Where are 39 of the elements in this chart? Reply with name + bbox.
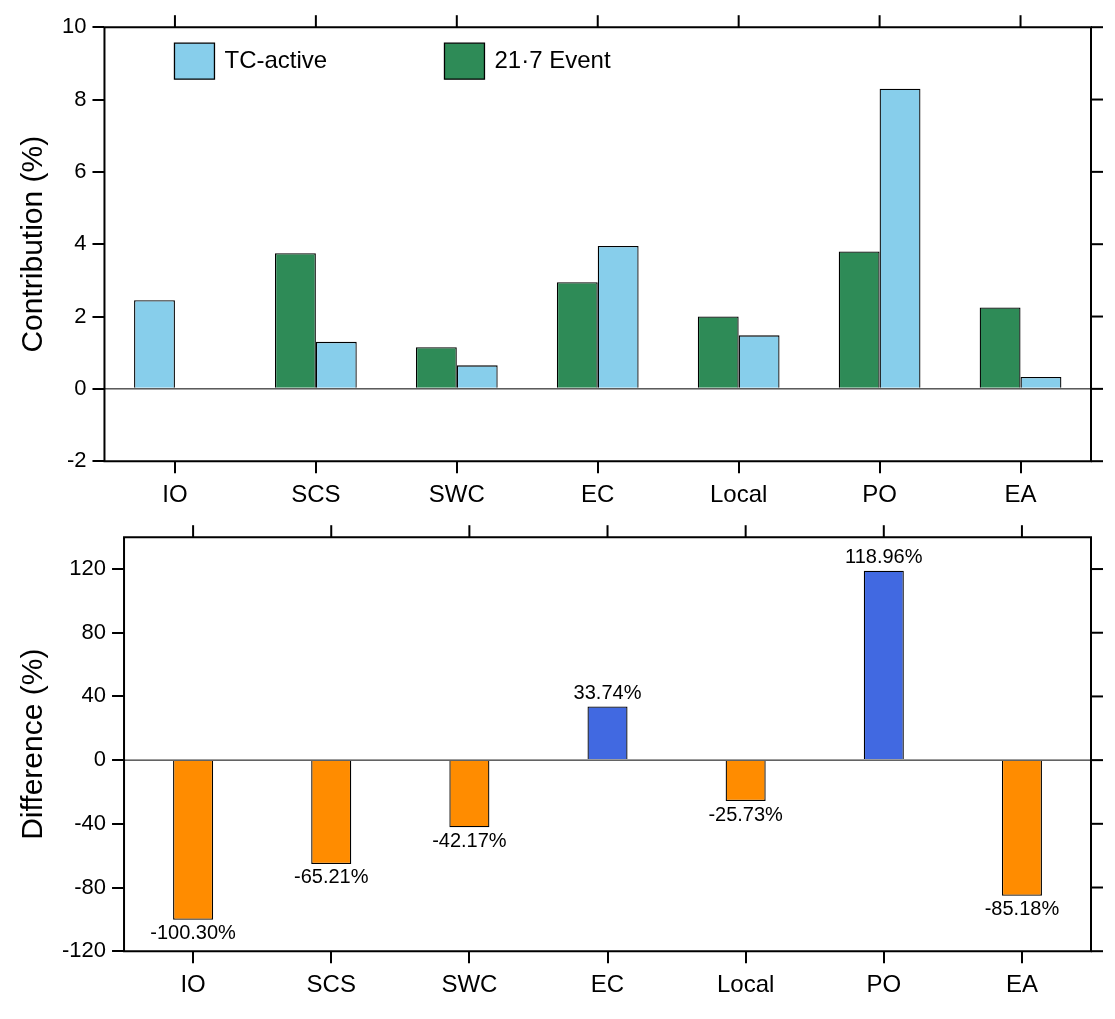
x-tick-label: EC [581,480,615,508]
y-tick-label: 6 [74,157,87,183]
x-tick-label: SWC [441,970,498,998]
y-axis-title: Difference (%) [15,648,49,840]
x-tick-label: SCS [291,480,341,508]
data-label: -100.30% [150,921,237,944]
y-tick-label: 4 [74,230,87,256]
data-label: 118.96% [845,545,923,568]
legend-label: TC-active [224,45,328,73]
y-tick-label: -40 [74,809,107,835]
data-label: -25.73% [708,802,784,825]
y-tick-label: -2 [66,447,87,473]
x-tick-label: EA [1004,480,1037,508]
x-tick-label: SWC [428,480,485,508]
x-tick-label: PO [862,480,897,508]
y-tick-label: -80 [74,873,107,899]
x-tick-label: SCS [306,970,356,998]
y-tick-label: -120 [61,937,107,963]
y-tick-label: 80 [81,618,107,644]
y-tick-label: 10 [61,13,87,39]
y-tick-label: 40 [81,682,107,708]
legend-label: 21·7 Event [494,45,611,73]
x-tick-label: IO [180,970,206,998]
x-tick-label: EC [590,970,625,998]
x-tick-label: EA [1005,970,1038,998]
data-label: -85.18% [984,897,1060,920]
y-tick-label: 2 [74,302,87,328]
y-tick-label: 0 [93,746,107,772]
y-tick-label: 0 [74,374,87,400]
y-axis-title: Contribution (%) [15,135,49,353]
x-tick-label: Local [709,480,768,508]
data-label: 33.74% [573,680,642,703]
data-label: -42.17% [432,828,507,851]
data-label: -65.21% [293,865,369,888]
x-tick-label: IO [162,480,188,508]
x-tick-label: Local [716,970,775,998]
y-tick-label: 120 [69,555,107,581]
x-tick-label: PO [866,970,902,998]
y-tick-label: 8 [74,85,87,111]
